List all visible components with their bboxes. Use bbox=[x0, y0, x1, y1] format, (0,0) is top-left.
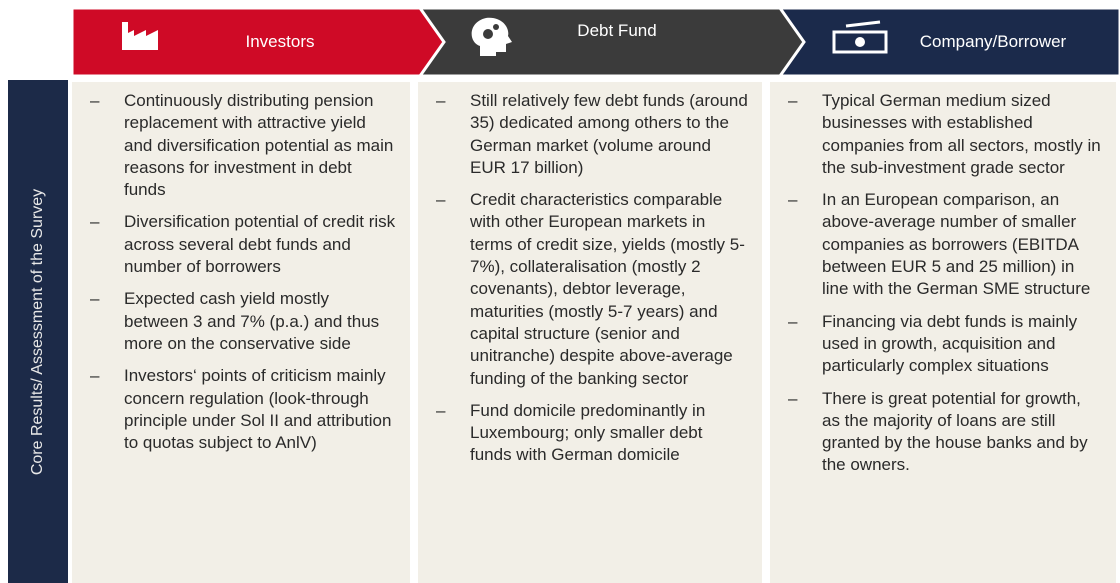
column: Continuously distributing pension replac… bbox=[72, 82, 410, 583]
column: Typical German medium sized businesses w… bbox=[770, 82, 1116, 583]
bullet-item: Fund domicile predominantly in Luxembour… bbox=[436, 400, 748, 467]
bullet-item: Expected cash yield mostly between 3 and… bbox=[90, 288, 396, 355]
header-arrows bbox=[70, 6, 1120, 78]
bullet-item: Still relatively few debt funds (around … bbox=[436, 90, 748, 179]
bullet-item: Continuously distributing pension replac… bbox=[90, 90, 396, 201]
bullet-item: There is great potential for growth, as … bbox=[788, 388, 1102, 477]
bullet-item: Investors‘ points of criticism mainly co… bbox=[90, 365, 396, 454]
arrow-investors bbox=[70, 6, 446, 78]
column: Still relatively few debt funds (around … bbox=[418, 82, 762, 583]
column-title: Investors bbox=[245, 32, 315, 51]
head-icon bbox=[471, 17, 512, 56]
column-title: Company/Borrower bbox=[919, 32, 1067, 51]
bullet-item: Typical German medium sized businesses w… bbox=[788, 90, 1102, 179]
money-icon bbox=[832, 20, 888, 54]
side-label: Core Results/ Assessment of the Survey bbox=[29, 188, 46, 476]
side-bar: Core Results/ Assessment of the Survey bbox=[8, 80, 68, 583]
column-title: Debt Fund bbox=[577, 21, 657, 40]
bullet-item: Diversification potential of credit risk… bbox=[90, 211, 396, 278]
bullet-item: In an European comparison, an above-aver… bbox=[788, 189, 1102, 300]
bullet-item: Financing via debt funds is mainly used … bbox=[788, 311, 1102, 378]
factory-icon bbox=[122, 22, 158, 50]
bullet-item: Credit characteristics comparable with o… bbox=[436, 189, 748, 390]
